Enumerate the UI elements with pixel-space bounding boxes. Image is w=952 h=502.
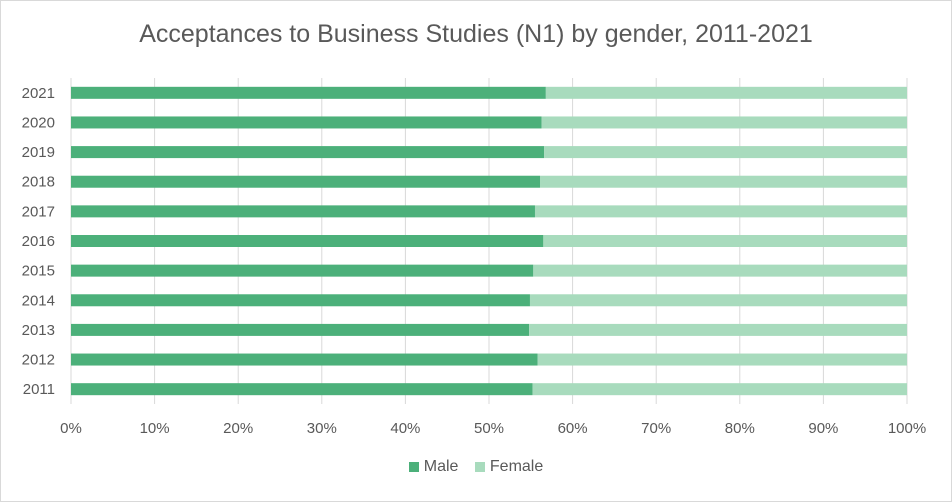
bar-female (529, 323, 907, 336)
chart-legend: Male Female (0, 458, 952, 477)
y-tick-label: 2012 (22, 352, 55, 369)
legend-label-male: Male (423, 458, 459, 475)
y-tick-label: 2018 (22, 174, 55, 191)
bar-male (71, 294, 530, 307)
bar-female (541, 116, 907, 129)
y-tick-label: 2011 (23, 381, 55, 398)
bar-female (529, 294, 907, 307)
x-tick-label: 50% (474, 420, 504, 437)
x-tick-label: 60% (558, 420, 588, 437)
bar-female (537, 353, 907, 366)
x-tick-label: 100% (888, 420, 926, 437)
x-tick-label: 0% (60, 420, 82, 437)
y-tick-label: 2017 (22, 203, 55, 220)
bar-male (71, 383, 533, 396)
bar-male (71, 323, 530, 336)
bar-male (71, 235, 544, 247)
legend-item-male: Male (408, 458, 459, 476)
chart-title: Acceptances to Business Studies (N1) by … (139, 20, 813, 48)
y-tick-label: 2014 (22, 292, 55, 309)
legend-swatch-female (474, 462, 485, 472)
y-tick-label: 2021 (22, 85, 55, 102)
bar-female (533, 264, 907, 277)
bar-male (71, 353, 538, 366)
x-tick-label: 90% (808, 420, 838, 437)
y-tick-label: 2020 (22, 114, 55, 131)
y-tick-label: 2019 (22, 144, 55, 161)
bar-female (534, 205, 907, 218)
bar-female (543, 235, 907, 247)
legend-label-female: Female (489, 458, 544, 475)
y-tick-label: 2016 (22, 233, 55, 250)
x-tick-label: 20% (223, 420, 253, 437)
y-tick-label: 2015 (22, 263, 55, 280)
x-tick-label: 10% (140, 420, 170, 437)
x-tick-label: 70% (641, 420, 671, 437)
bar-female (544, 146, 907, 159)
bar-male (71, 175, 540, 188)
bar-male (71, 205, 535, 218)
x-tick-label: 30% (307, 420, 337, 437)
bar-female (545, 86, 907, 99)
bar-male (71, 86, 546, 99)
legend-swatch-male (408, 462, 419, 472)
bar-male (71, 116, 542, 129)
bar-male (71, 264, 534, 277)
legend-item-female: Female (474, 458, 544, 476)
bar-female (539, 175, 907, 188)
bar-female (532, 383, 907, 396)
x-tick-label: 40% (390, 420, 420, 437)
bar-male (71, 146, 545, 159)
y-tick-label: 2013 (22, 322, 55, 339)
x-tick-label: 80% (725, 420, 755, 437)
